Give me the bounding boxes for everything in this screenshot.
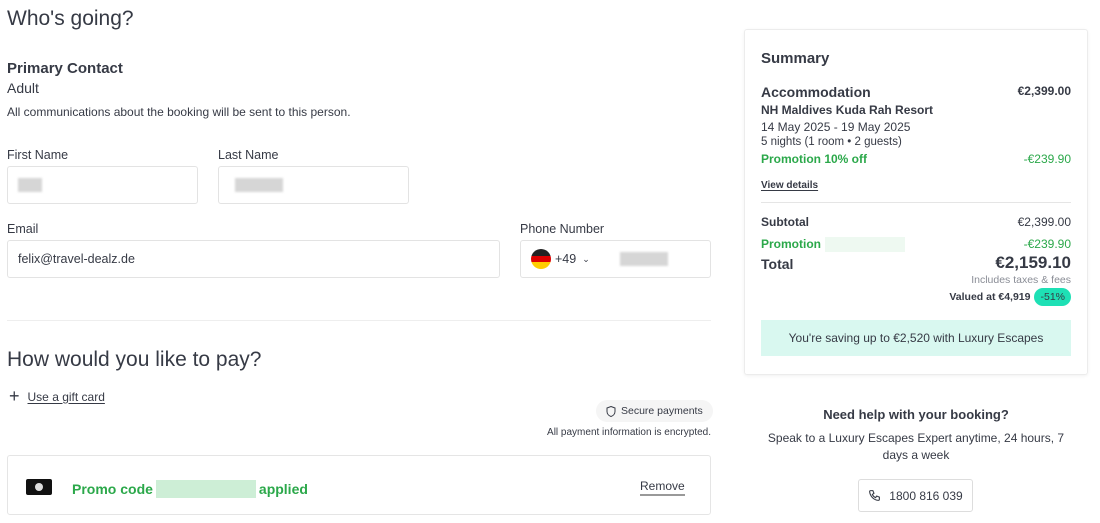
promo-applied-card: Promo code applied Remove bbox=[7, 455, 711, 515]
redacted-promo-code bbox=[825, 237, 905, 252]
accommodation-label: Accommodation bbox=[761, 84, 871, 100]
hotel-name: NH Maldives Kuda Rah Resort bbox=[761, 103, 934, 117]
remove-promo-button[interactable]: Remove bbox=[640, 479, 685, 496]
chevron-down-icon[interactable]: ⌄ bbox=[582, 253, 590, 264]
primary-contact-title: Primary Contact bbox=[7, 60, 123, 77]
phone-icon bbox=[869, 490, 881, 501]
stay-dates: 14 May 2025 - 19 May 2025 bbox=[761, 120, 911, 134]
encrypted-note: All payment information is encrypted. bbox=[547, 427, 711, 438]
last-name-input[interactable] bbox=[218, 166, 409, 204]
redacted-value bbox=[18, 178, 42, 192]
help-title: Need help with your booking? bbox=[823, 407, 1009, 422]
help-phone-number: 1800 816 039 bbox=[889, 488, 963, 503]
last-name-label: Last Name bbox=[218, 148, 279, 162]
country-code[interactable]: +49 bbox=[555, 252, 577, 266]
discount-badge: -51% bbox=[1034, 288, 1071, 306]
payment-title: How would you like to pay? bbox=[7, 348, 262, 371]
accommodation-price: €2,399.00 bbox=[1017, 84, 1071, 98]
promotion-label: Promotion 10% off bbox=[761, 152, 868, 166]
saving-banner: You're saving up to €2,520 with Luxury E… bbox=[761, 320, 1071, 356]
gift-card-label: Use a gift card bbox=[27, 389, 105, 404]
subtotal-value: €2,399.00 bbox=[1017, 215, 1071, 229]
gift-card-link[interactable]: + Use a gift card bbox=[9, 386, 105, 407]
redacted-value bbox=[619, 252, 668, 266]
redacted-promo-code bbox=[155, 480, 256, 498]
total-label: Total bbox=[761, 256, 794, 272]
view-details-link[interactable]: View details bbox=[761, 180, 819, 191]
secure-payments-badge: Secure payments bbox=[596, 400, 713, 422]
promo-value: -€239.90 bbox=[1023, 237, 1071, 251]
phone-label: Phone Number bbox=[520, 222, 605, 236]
contact-note: All communications about the booking wil… bbox=[7, 105, 351, 119]
page-title: Who's going? bbox=[7, 7, 134, 30]
divider bbox=[761, 202, 1071, 203]
subtotal-label: Subtotal bbox=[761, 215, 809, 229]
first-name-label: First Name bbox=[7, 148, 69, 162]
phone-input[interactable]: +49 ⌄ bbox=[520, 240, 711, 278]
email-label: Email bbox=[7, 222, 39, 236]
redacted-value bbox=[235, 178, 283, 192]
first-name-input[interactable] bbox=[7, 166, 198, 204]
valued-at: Valued at €4,919 bbox=[949, 291, 1031, 303]
promo-suffix: applied bbox=[258, 481, 308, 497]
help-text: Speak to a Luxury Escapes Expert anytime… bbox=[767, 431, 1065, 462]
promotion-value: -€239.90 bbox=[1023, 152, 1071, 166]
contact-type: Adult bbox=[7, 80, 39, 96]
plus-icon: + bbox=[9, 386, 20, 406]
promo-prefix: Promo code bbox=[72, 481, 153, 497]
secure-payments-label: Secure payments bbox=[621, 405, 703, 417]
summary-title: Summary bbox=[761, 50, 830, 67]
shield-icon bbox=[606, 405, 616, 417]
total-value: €2,159.10 bbox=[995, 253, 1071, 272]
taxes-note: Includes taxes & fees bbox=[971, 274, 1071, 286]
email-input[interactable]: felix@travel-dealz.de bbox=[7, 240, 500, 278]
call-phone-button[interactable]: 1800 816 039 bbox=[858, 479, 973, 512]
germany-flag-icon bbox=[531, 249, 551, 269]
promo-label: Promotion bbox=[761, 237, 821, 251]
promo-icon bbox=[26, 479, 52, 495]
divider bbox=[7, 320, 711, 321]
summary-card: Summary Accommodation €2,399.00 NH Maldiv… bbox=[744, 29, 1088, 375]
stay-nights: 5 nights (1 room • 2 guests) bbox=[761, 136, 902, 148]
